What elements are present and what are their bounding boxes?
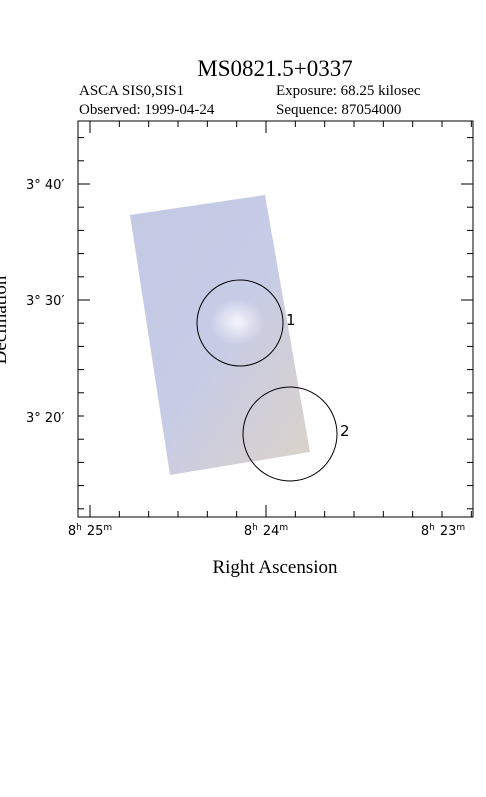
plot-frame — [77, 120, 474, 518]
instrument: ASCA SIS0,SIS1 — [79, 83, 184, 99]
x-axis-label: Right Ascension — [212, 557, 338, 578]
tick-marks — [78, 121, 473, 517]
region-circle — [242, 386, 338, 482]
region-circle — [196, 279, 284, 367]
source-glow — [209, 298, 265, 346]
y-tick-label: 3° 20′ — [26, 411, 64, 426]
x-tick-part: h — [252, 523, 258, 533]
x-tick-label: 8h 23m — [421, 523, 465, 539]
x-tick-label: 8h 24m — [244, 523, 288, 539]
y-tick-label: 3° 40′ — [26, 178, 64, 193]
sequence: Sequence: 87054000 — [276, 102, 401, 118]
y-tick-label: 3° 30′ — [26, 294, 64, 309]
y-axis-label: Declination — [0, 275, 11, 364]
x-tick-part: 23 — [440, 524, 457, 539]
x-tick-part: 24 — [263, 524, 280, 539]
region-label: 2 — [340, 422, 350, 440]
x-tick-part: 8 — [244, 524, 252, 539]
x-tick-part: 8 — [421, 524, 429, 539]
observed: Observed: 1999-04-24 — [79, 102, 215, 118]
title: MS0821.5+0337 — [197, 56, 352, 81]
x-tick-part: m — [456, 523, 465, 533]
x-tick-label: 8h 25m — [68, 523, 112, 539]
x-tick-part: m — [103, 523, 112, 533]
x-tick-part: 25 — [87, 524, 104, 539]
x-tick-part: h — [429, 523, 435, 533]
x-tick-part: h — [76, 523, 82, 533]
x-tick-part: 8 — [68, 524, 76, 539]
exposure: Exposure: 68.25 kilosec — [276, 83, 421, 99]
x-tick-part: m — [279, 523, 288, 533]
region-label: 1 — [286, 311, 296, 329]
